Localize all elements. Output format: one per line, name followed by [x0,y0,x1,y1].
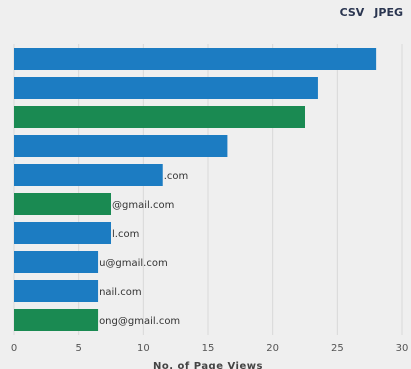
x-tick-label: 15 [202,343,215,354]
bar[interactable] [14,193,111,215]
x-tick-label: 20 [266,343,279,354]
bar-label: ong@gmail.com [99,316,180,327]
csv-export-button[interactable]: CSV [339,6,365,19]
bar[interactable] [14,48,377,70]
export-toolbar: CSV JPEG [340,6,403,19]
bar[interactable] [14,106,305,128]
bar[interactable] [14,280,99,302]
bar[interactable] [14,251,99,273]
x-tick-label: 25 [331,343,344,354]
bar-label: nail.com [99,287,142,298]
bar-label: .com [164,171,189,182]
x-tick-label: 0 [11,343,17,354]
bar-label: l.com [112,229,139,240]
x-axis-title: No. of Page Views [153,361,263,369]
bar-labels-group: .com @gmail.com l.com u@gmail.com nail.com on… [99,171,188,327]
bar-label: @gmail.com [112,200,174,211]
bar[interactable] [14,222,111,244]
x-tick-label: 30 [396,343,409,354]
x-tick-label: 10 [137,343,150,354]
bar[interactable] [14,77,318,99]
jpeg-export-button[interactable]: JPEG [374,6,403,19]
bars-group [14,48,377,331]
x-tick-label: 5 [75,343,81,354]
bar-label: u@gmail.com [99,258,168,269]
bar[interactable] [14,164,163,186]
bar[interactable] [14,135,228,157]
x-tick-labels: 0 5 10 15 20 25 30 [11,343,409,354]
bar[interactable] [14,309,99,331]
